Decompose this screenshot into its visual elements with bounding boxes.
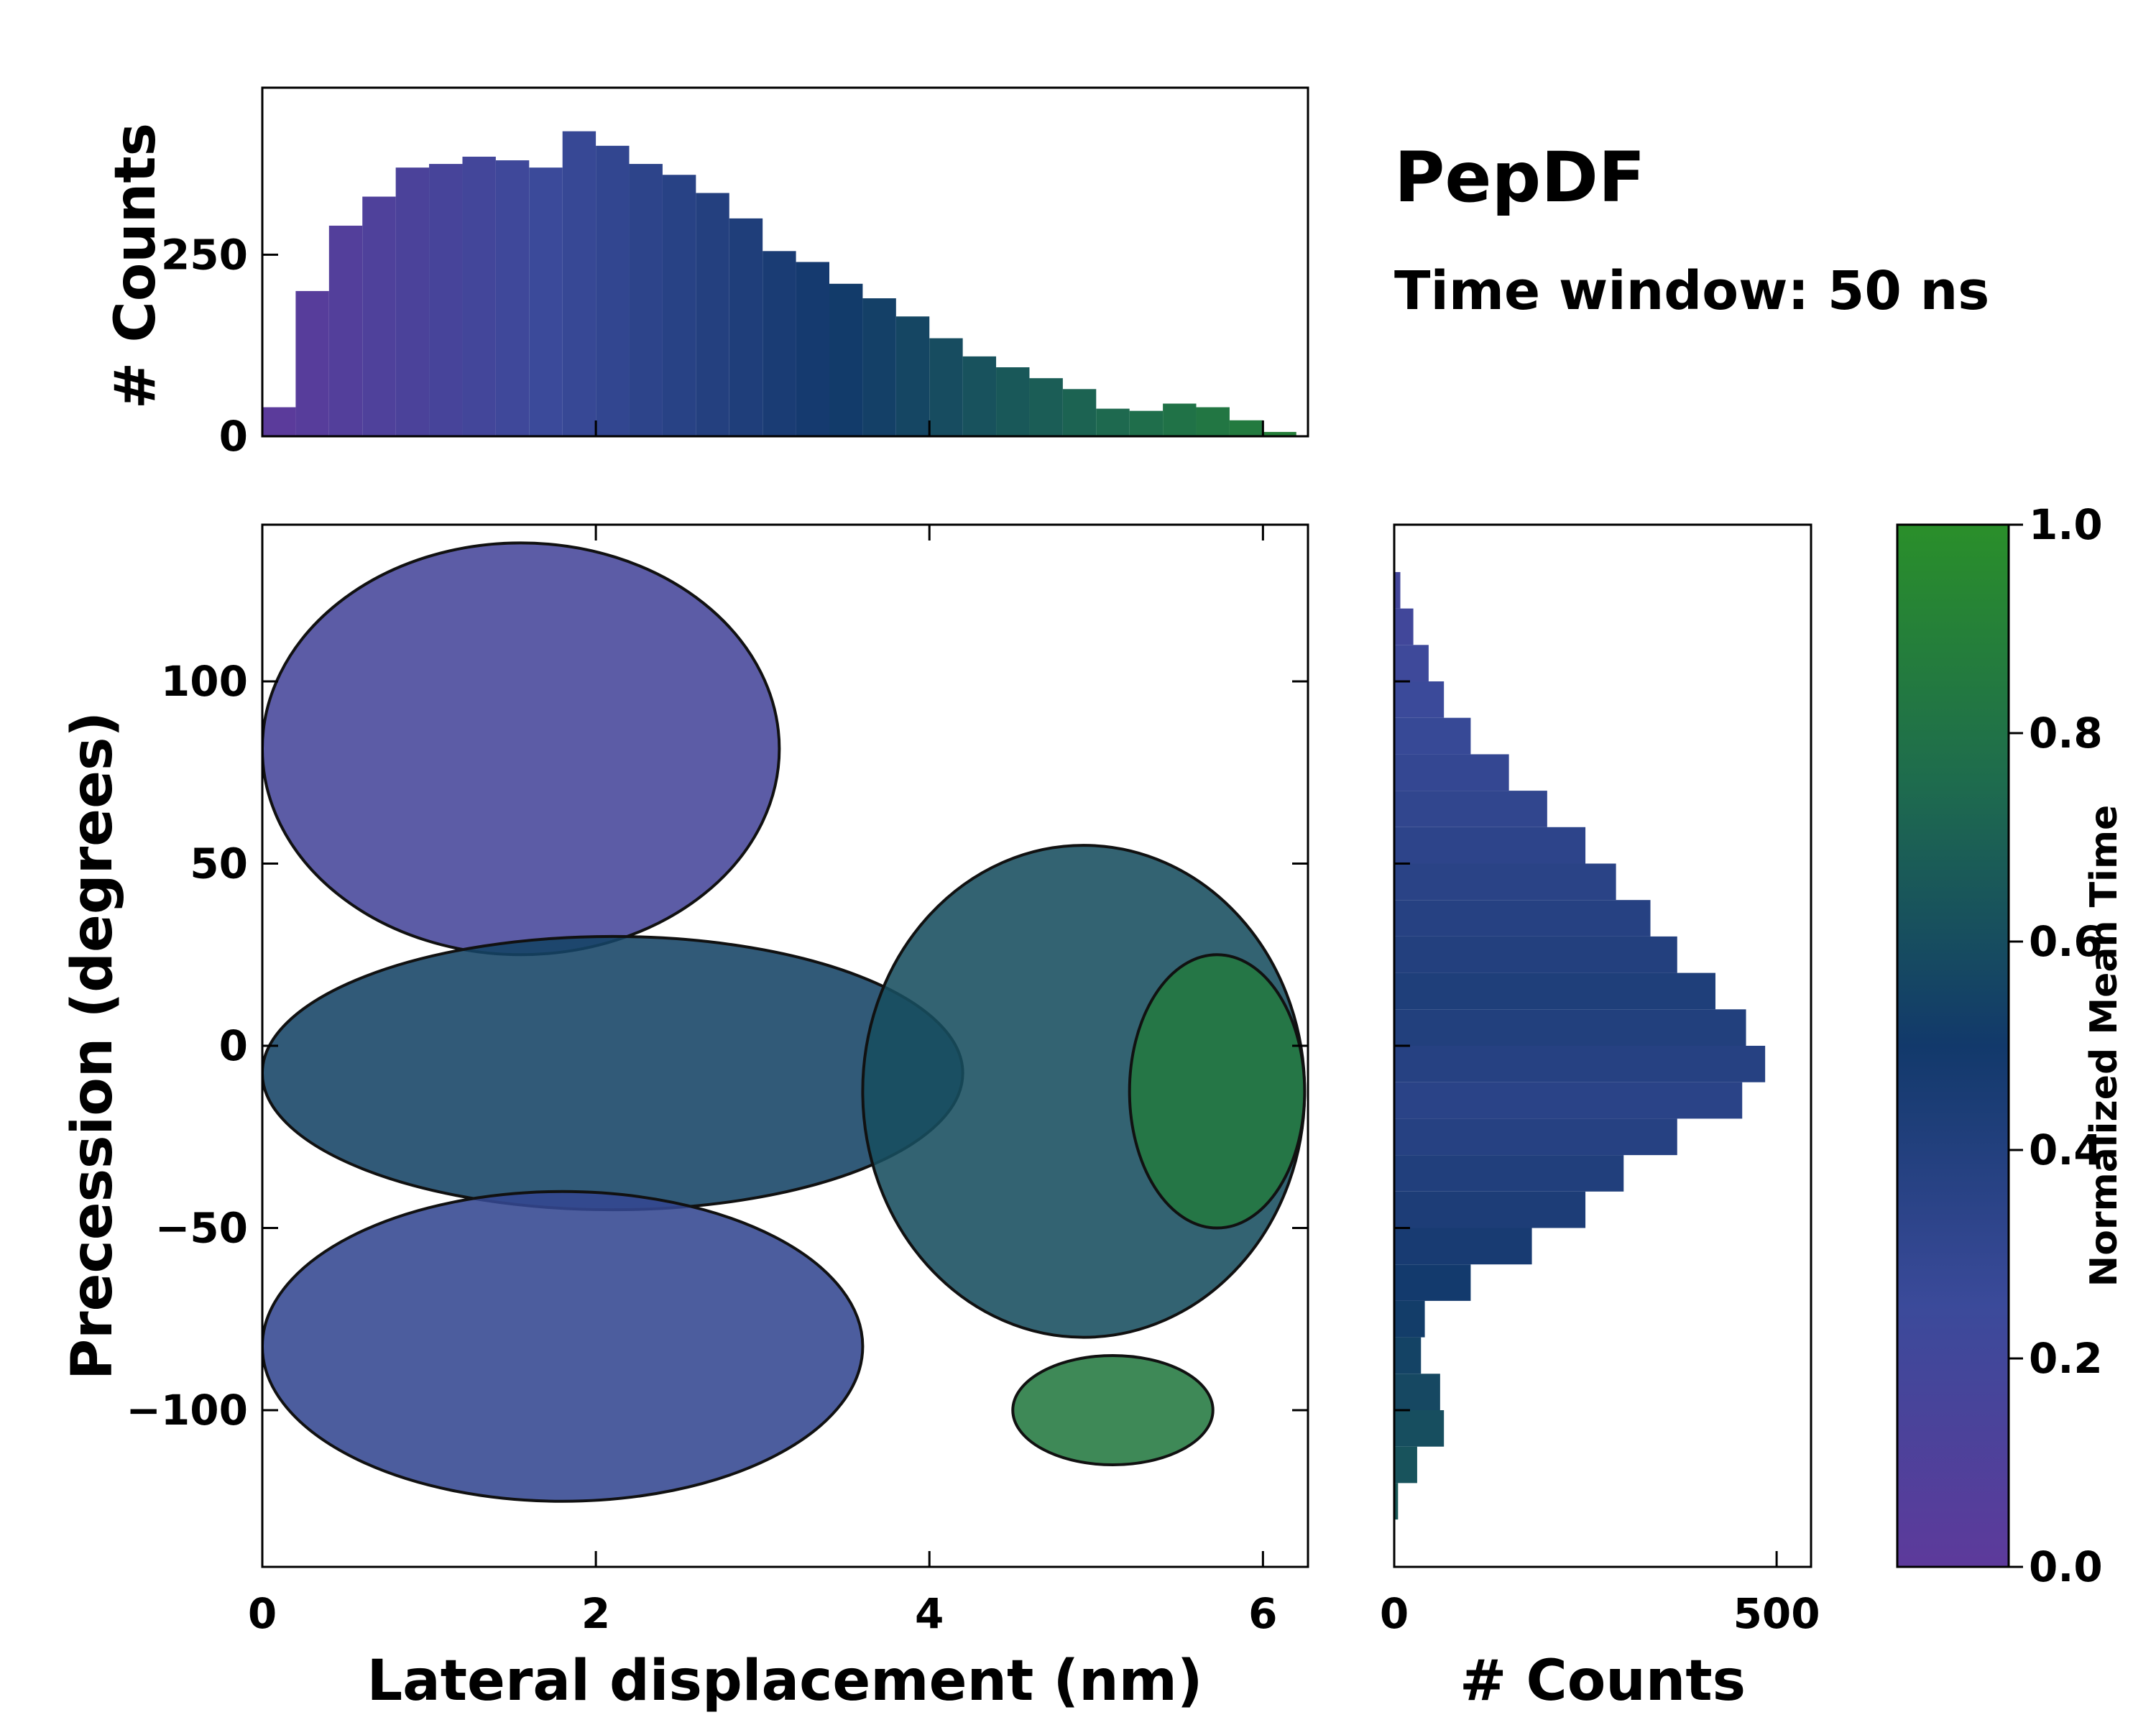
region-far-right-island bbox=[1128, 953, 1307, 1230]
right-hist-bar bbox=[1394, 1300, 1425, 1338]
right-hist-bar bbox=[1394, 681, 1445, 718]
right-hist-bar bbox=[1394, 1118, 1677, 1156]
colorbar-tick-label: 1.0 bbox=[2029, 500, 2103, 549]
right-hist-bar bbox=[1394, 754, 1509, 791]
top-hist-bar bbox=[829, 283, 863, 436]
top-hist-bar bbox=[262, 407, 296, 436]
right-hist-xlabel: # Counts bbox=[1460, 1649, 1746, 1714]
top-histogram: 0 250 # Counts bbox=[103, 86, 1309, 461]
top-hist-bar bbox=[462, 156, 496, 437]
colorbar-tick-label: 0.0 bbox=[2029, 1542, 2103, 1591]
right-hist-bar bbox=[1394, 1082, 1743, 1119]
right-hist-bar bbox=[1394, 1446, 1417, 1484]
top-hist-ylabel: # Counts bbox=[103, 123, 168, 409]
top-hist-bar bbox=[529, 167, 563, 437]
top-hist-bar bbox=[495, 160, 530, 436]
top-hist-bar bbox=[996, 367, 1030, 436]
top-hist-bar bbox=[1062, 389, 1097, 436]
right-hist-bar bbox=[1394, 717, 1471, 755]
top-hist-bar bbox=[362, 196, 396, 436]
top-hist-ytick-label: 0 bbox=[219, 412, 248, 461]
top-hist-bar bbox=[862, 298, 896, 436]
colorbar-tick-label: 0.4 bbox=[2029, 1126, 2103, 1174]
top-hist-bar bbox=[662, 175, 696, 436]
top-hist-bar bbox=[1129, 410, 1164, 436]
top-hist-bar bbox=[1229, 420, 1263, 436]
right-hist-bar bbox=[1394, 1409, 1445, 1447]
right-hist-xtick-label: 500 bbox=[1733, 1589, 1820, 1638]
main-ytick-label: −50 bbox=[155, 1203, 248, 1252]
colorbar-tick-label: 0.6 bbox=[2029, 917, 2103, 966]
main-xtick-label: 2 bbox=[581, 1589, 610, 1638]
top-hist-bar bbox=[796, 262, 829, 436]
top-hist-bar bbox=[562, 131, 596, 436]
main-ytick-label: 0 bbox=[219, 1021, 248, 1070]
right-hist-bar bbox=[1394, 791, 1547, 827]
main-xtick-label: 4 bbox=[915, 1589, 944, 1638]
main-xtick-label: 6 bbox=[1248, 1589, 1277, 1638]
right-hist-bar bbox=[1394, 972, 1715, 1010]
top-hist-bar bbox=[629, 164, 663, 436]
figure-subtitle: Time window: 50 ns bbox=[1394, 260, 1989, 322]
top-hist-bar bbox=[1029, 378, 1063, 436]
right-hist-bar bbox=[1394, 1009, 1746, 1046]
right-hist-bar bbox=[1394, 608, 1414, 645]
region-central-core bbox=[262, 934, 964, 1212]
colorbar-tick-label: 0.8 bbox=[2029, 709, 2103, 758]
right-hist-xtick-label: 0 bbox=[1380, 1589, 1409, 1638]
top-hist-bar bbox=[729, 218, 763, 436]
top-hist-bar bbox=[763, 251, 796, 436]
top-hist-bar bbox=[395, 167, 430, 437]
main-xlabel: Lateral displacement (nm) bbox=[367, 1649, 1202, 1714]
region-lower-left-lobe bbox=[262, 1190, 865, 1503]
colorbar-label: Normalized Mean Time bbox=[2083, 805, 2126, 1287]
top-hist-frame bbox=[261, 86, 1309, 438]
right-hist-bar bbox=[1394, 571, 1401, 609]
top-hist-bar bbox=[596, 145, 630, 437]
region-upper-left-lobe bbox=[262, 541, 781, 957]
top-hist-bar bbox=[328, 225, 363, 436]
figure-title: PepDF bbox=[1394, 137, 1645, 218]
top-hist-bar bbox=[1196, 407, 1230, 436]
right-hist-bar bbox=[1394, 1155, 1624, 1192]
right-hist-bar bbox=[1394, 1374, 1440, 1410]
right-hist-bar bbox=[1394, 900, 1651, 937]
right-hist-bar bbox=[1394, 863, 1616, 901]
top-hist-bar bbox=[696, 193, 729, 436]
top-hist-bar bbox=[895, 316, 930, 436]
top-hist-bar bbox=[1163, 403, 1197, 436]
main-ytick-label: 100 bbox=[161, 657, 248, 706]
right-hist-bar bbox=[1394, 1483, 1399, 1520]
top-hist-bar bbox=[962, 356, 997, 436]
right-hist-bar bbox=[1394, 936, 1677, 973]
right-histogram: 0 500 # Counts bbox=[1380, 523, 1820, 1714]
top-hist-bar bbox=[1263, 431, 1296, 436]
top-hist-bar bbox=[1096, 408, 1130, 436]
top-hist-bar bbox=[929, 338, 963, 436]
right-hist-bar bbox=[1394, 1046, 1766, 1082]
right-hist-bar bbox=[1394, 827, 1586, 864]
colorbar: 0.0 0.2 0.4 0.6 0.8 1.0 Normalized Mean Time bbox=[1896, 500, 2126, 1591]
main-ytick-label: 50 bbox=[190, 840, 248, 888]
main-ytick-label: −100 bbox=[126, 1386, 248, 1435]
right-hist-bar bbox=[1394, 1228, 1532, 1265]
right-hist-bar bbox=[1394, 1191, 1586, 1228]
colorbar-tick-label: 0.2 bbox=[2029, 1334, 2103, 1383]
main-heatmap: 0 2 4 6 −100 −50 0 50 100 Lateral displacement (… bbox=[60, 523, 1309, 1714]
top-hist-bar bbox=[429, 164, 463, 436]
right-hist-bar bbox=[1394, 1337, 1422, 1374]
top-hist-ytick-label: 250 bbox=[161, 230, 248, 279]
main-xtick-label: 0 bbox=[248, 1589, 277, 1638]
main-ylabel: Precession (degrees) bbox=[60, 712, 125, 1380]
colorbar-gradient bbox=[1896, 523, 2010, 1568]
region-bottom-right-island bbox=[1011, 1353, 1215, 1467]
top-hist-bar bbox=[295, 290, 329, 436]
right-hist-bar bbox=[1394, 1264, 1471, 1301]
right-hist-bar bbox=[1394, 645, 1429, 682]
